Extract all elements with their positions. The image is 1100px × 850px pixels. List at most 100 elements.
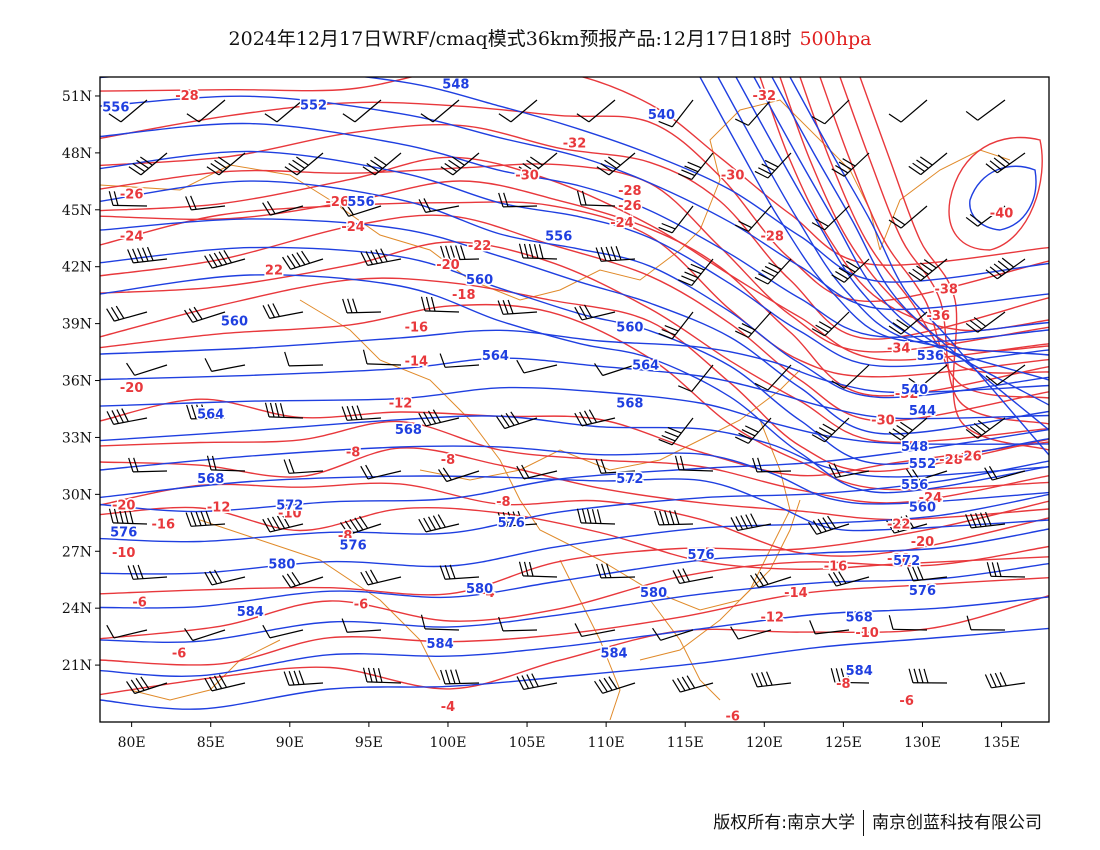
barb-feather (973, 422, 987, 433)
barb-shaft (900, 99, 928, 123)
height-label: 576 (339, 539, 366, 554)
wind-barb (906, 467, 948, 482)
barb-shaft (366, 363, 402, 366)
barb-shaft (913, 576, 948, 582)
barb-feather (365, 464, 374, 479)
barb-feather (579, 305, 588, 320)
temperature-label: -24 (610, 216, 634, 231)
barb-shaft (132, 470, 168, 473)
barb-feather (912, 268, 925, 278)
height-label: 580 (268, 558, 295, 573)
barb-feather (970, 513, 977, 528)
barb-feather (740, 515, 748, 529)
barb-feather (296, 252, 306, 266)
barb-shaft (920, 152, 948, 176)
temperature-label: -26 (326, 195, 350, 210)
barb-feather (900, 421, 913, 431)
barb-feather (521, 675, 530, 689)
barb-shaft (679, 576, 714, 585)
wind-barb (672, 568, 714, 585)
barb-feather (574, 623, 583, 637)
boundary-line (559, 559, 621, 721)
height-label: 580 (466, 582, 493, 597)
barb-feather (920, 262, 933, 272)
wind-barb (126, 676, 168, 695)
barb-feather (916, 265, 929, 275)
barb-feather (907, 567, 914, 582)
barb-feather (354, 517, 364, 531)
barb-shaft (445, 576, 480, 580)
height-label: 560 (466, 273, 493, 288)
barb-feather (262, 202, 271, 216)
barb-feather (507, 511, 514, 526)
temperature-label: -22 (468, 239, 492, 254)
barb-shaft (268, 416, 304, 419)
temperature-contour-line (100, 277, 1049, 473)
barb-feather (452, 156, 465, 166)
barb-shaft (843, 152, 870, 177)
barb-feather (380, 248, 388, 262)
height-label: 584 (426, 637, 453, 652)
temperature-label: -26 (120, 188, 144, 203)
barb-shaft (446, 470, 480, 483)
barb-feather (128, 166, 142, 176)
height-contours (100, 77, 1049, 710)
barb-feather (218, 156, 231, 166)
barb-feather (735, 516, 744, 530)
wind-barb (594, 676, 636, 694)
barb-feather (262, 518, 271, 533)
barb-feather (291, 572, 301, 585)
barb-feather (516, 465, 525, 480)
barb-feather (427, 410, 437, 424)
height-contour-line (100, 95, 1049, 311)
temperature-label: -4 (441, 700, 455, 715)
barb-shaft (269, 311, 304, 319)
height-label: 560 (221, 315, 248, 330)
barb-feather (360, 465, 369, 480)
temperature-contour-line (799, 77, 1049, 374)
barb-feather (751, 673, 758, 688)
wind-barb (678, 258, 714, 287)
barb-shaft (198, 99, 226, 123)
temperature-label: -8 (496, 495, 510, 510)
wind-barb (828, 463, 870, 479)
temperature-label: -12 (760, 611, 784, 626)
barb-feather (888, 219, 902, 229)
barb-feather (264, 402, 270, 418)
barb-feather (218, 251, 228, 265)
barb-feather (370, 159, 383, 169)
barb-shaft (580, 204, 616, 207)
barb-feather (918, 668, 924, 684)
barb-feather (518, 166, 532, 176)
temperature-label: -18 (887, 552, 911, 567)
barb-feather (427, 516, 437, 530)
lon-tick-label: 120E (746, 735, 783, 751)
wind-barb (206, 152, 246, 176)
barb-shaft (836, 576, 870, 587)
height-contour-line (100, 246, 1049, 465)
temperature-contour-line (100, 77, 1049, 266)
barb-feather (672, 679, 681, 693)
barb-feather (512, 511, 519, 526)
barb-shaft (503, 311, 538, 315)
barb-feather (127, 565, 134, 580)
wind-barb (735, 99, 772, 126)
barb-feather (581, 508, 587, 524)
barb-feather (838, 161, 852, 171)
barb-feather (842, 264, 856, 273)
wind-barb (518, 243, 558, 260)
barb-feather (828, 464, 837, 478)
barb-feather (106, 308, 115, 322)
wind-barb (128, 152, 168, 176)
barb-feather (264, 113, 278, 123)
barb-feather (892, 428, 906, 438)
height-contour-line (100, 274, 1049, 494)
barb-feather (136, 159, 149, 169)
barb-feather (108, 508, 114, 524)
barb-feather (341, 406, 348, 421)
wind-barb (340, 515, 382, 536)
pressure-level: 500hpa (799, 28, 872, 50)
wind-barb (418, 198, 460, 213)
barb-feather (588, 409, 598, 423)
barb-feather (360, 571, 369, 586)
